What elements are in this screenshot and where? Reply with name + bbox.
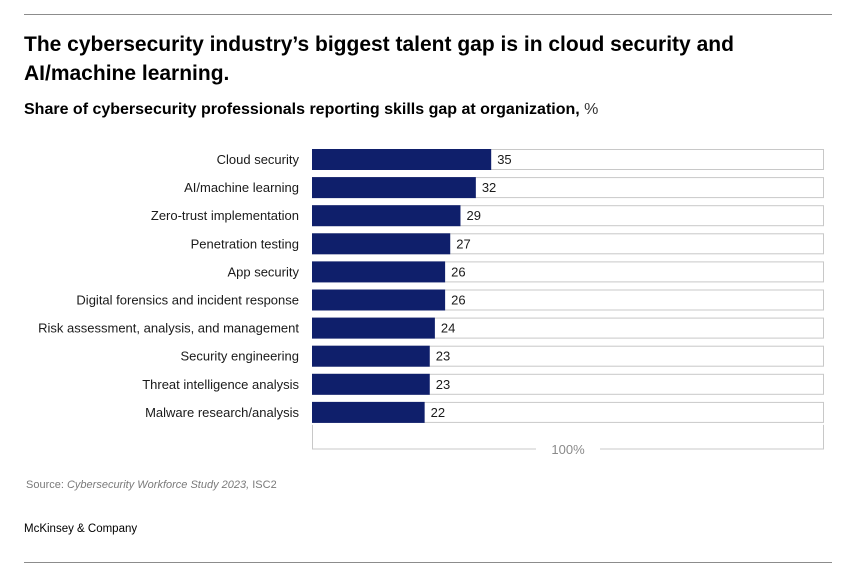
chart-subtitle: Share of cybersecurity professionals rep… bbox=[24, 99, 598, 121]
subtitle-text: Share of cybersecurity professionals rep… bbox=[24, 101, 580, 118]
value-label: 26 bbox=[451, 264, 465, 279]
category-label: Risk assessment, analysis, and managemen… bbox=[38, 321, 299, 336]
bar bbox=[312, 149, 492, 170]
bar-chart: Cloud security 35 AI/machine learning 32 Zer… bbox=[38, 149, 824, 457]
category-label: Cloud security bbox=[217, 152, 300, 167]
category-label: Malware research/analysis bbox=[145, 405, 299, 420]
source-prefix: Source: bbox=[26, 479, 64, 491]
bar bbox=[312, 261, 446, 283]
value-label: 27 bbox=[456, 236, 470, 251]
bar bbox=[312, 177, 476, 199]
category-label: App security bbox=[227, 264, 299, 279]
category-label: Digital forensics and incident response bbox=[76, 293, 299, 308]
bar bbox=[312, 205, 461, 227]
value-label: 32 bbox=[482, 180, 496, 195]
value-label: 22 bbox=[431, 405, 445, 420]
category-label: Threat intelligence analysis bbox=[142, 377, 299, 392]
category-label: Zero-trust implementation bbox=[151, 208, 299, 223]
bar bbox=[312, 345, 430, 367]
brand-logo-text: McKinsey & Company bbox=[24, 523, 138, 535]
scale-label: 100% bbox=[551, 442, 585, 457]
value-label: 23 bbox=[436, 377, 450, 392]
category-label: Penetration testing bbox=[191, 236, 299, 251]
value-label: 24 bbox=[441, 321, 455, 336]
source-study: Cybersecurity Workforce Study 2023, bbox=[66, 479, 250, 491]
value-label: 29 bbox=[466, 208, 480, 223]
bar bbox=[312, 289, 446, 311]
bar bbox=[312, 401, 425, 423]
value-label: 23 bbox=[436, 349, 450, 364]
value-label: 35 bbox=[497, 152, 511, 167]
bar bbox=[312, 373, 430, 395]
source-org: ISC2 bbox=[252, 479, 277, 491]
subtitle-unit: % bbox=[584, 101, 599, 118]
bar bbox=[312, 233, 451, 255]
chart-title: The cybersecurity industry’s biggest tal… bbox=[24, 33, 734, 85]
top-rule bbox=[24, 14, 832, 15]
source-note: Source: Cybersecurity Workforce Study 20… bbox=[26, 479, 277, 491]
category-label: AI/machine learning bbox=[184, 180, 299, 195]
bar bbox=[312, 317, 435, 339]
value-label: 26 bbox=[451, 293, 465, 308]
category-label: Security engineering bbox=[180, 349, 299, 364]
bottom-rule bbox=[24, 562, 832, 563]
